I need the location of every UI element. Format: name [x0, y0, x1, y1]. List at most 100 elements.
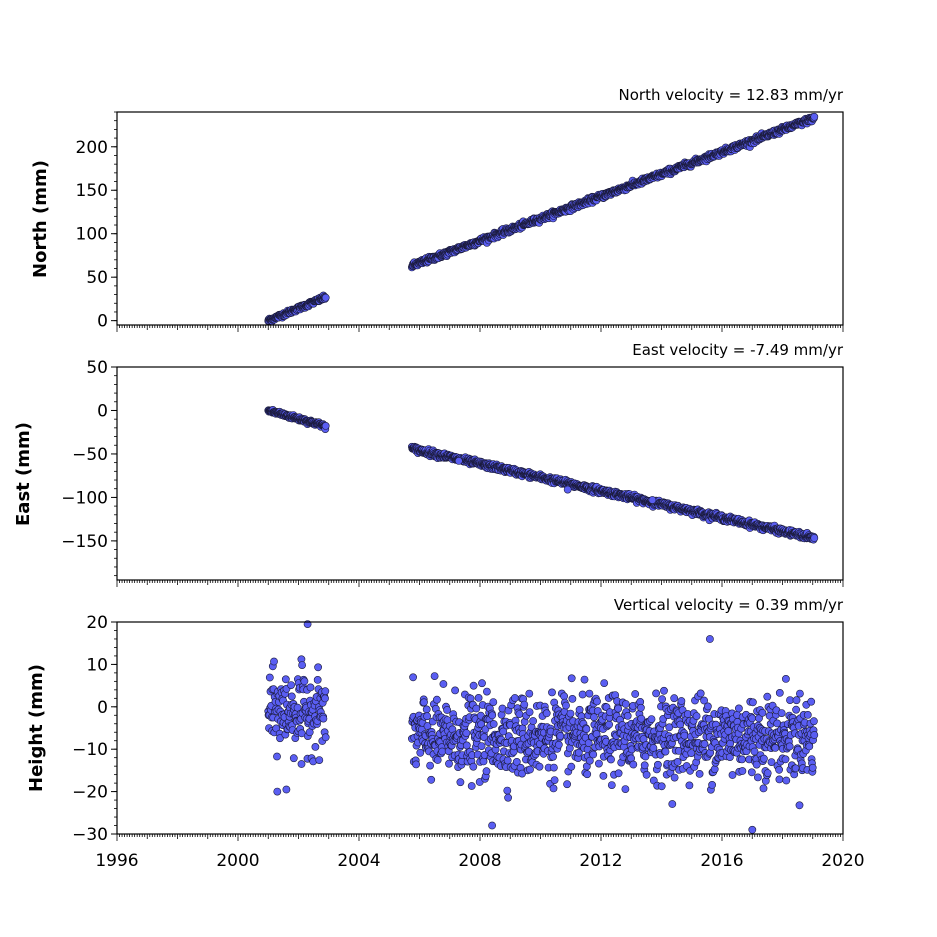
- data-point: [535, 762, 544, 771]
- data-point: [469, 762, 478, 771]
- data-point: [482, 687, 491, 696]
- y-tick-label: −150: [61, 532, 108, 552]
- data-point: [763, 769, 772, 777]
- data-point: [548, 688, 556, 697]
- data-point: [792, 705, 800, 714]
- data-point: [748, 714, 757, 723]
- data-point: [503, 756, 512, 765]
- data-point: [738, 755, 746, 764]
- data-point: [629, 760, 638, 769]
- east-velocity-title: East velocity = -7.49 mm/yr: [632, 341, 844, 359]
- data-point: [525, 689, 534, 698]
- data-point: [503, 786, 512, 795]
- data-point: [549, 752, 557, 761]
- data-point: [477, 720, 486, 729]
- data-point: [599, 772, 608, 780]
- y-tick-label: 0: [97, 312, 108, 332]
- data-point: [807, 697, 816, 706]
- data-point: [728, 771, 737, 779]
- data-point: [474, 694, 483, 702]
- east-ticks: −150 −100 −50 0 50: [61, 358, 844, 587]
- data-point: [549, 784, 558, 793]
- data-point: [300, 677, 309, 686]
- data-point: [525, 708, 534, 716]
- data-point: [489, 720, 498, 728]
- data-point: [660, 686, 668, 695]
- data-point: [696, 689, 705, 698]
- data-point: [585, 756, 594, 765]
- data-point: [432, 695, 441, 704]
- data-point: [574, 748, 583, 757]
- data-point: [477, 742, 486, 750]
- data-point: [763, 692, 772, 701]
- data-point: [489, 698, 498, 706]
- data-point: [775, 775, 784, 784]
- data-point: [760, 754, 768, 763]
- data-point: [748, 825, 757, 834]
- y-tick-label: 10: [86, 655, 108, 675]
- data-point: [321, 687, 330, 696]
- data-point: [710, 765, 719, 774]
- data-point: [589, 750, 598, 759]
- data-point: [641, 752, 650, 761]
- data-point: [810, 731, 819, 739]
- data-point: [454, 456, 463, 465]
- x-tick-label: 2020: [821, 851, 864, 871]
- data-point: [298, 661, 306, 669]
- data-point: [526, 765, 534, 774]
- data-point: [315, 756, 324, 764]
- height-panel: Vertical velocity = 0.39 mm/yr Height (m…: [26, 596, 865, 871]
- height-ticks: −30 −20 −10 0 10 20 1996 2000 2004 2008 2012 2016 20…: [72, 613, 865, 871]
- data-point: [563, 780, 571, 789]
- data-point: [758, 708, 767, 717]
- data-point: [276, 734, 284, 743]
- data-point: [785, 742, 794, 751]
- data-point: [467, 782, 476, 790]
- data-point: [430, 672, 439, 680]
- data-point: [281, 675, 290, 684]
- data-point: [670, 773, 679, 782]
- x-tick-label: 2004: [337, 851, 380, 871]
- data-point: [488, 711, 497, 720]
- y-tick-label: −100: [61, 488, 108, 508]
- data-point: [556, 732, 565, 740]
- data-point: [631, 690, 640, 698]
- north-axis-label: North (mm): [30, 160, 51, 278]
- data-point: [273, 752, 281, 761]
- data-point: [642, 770, 651, 779]
- data-point: [582, 725, 591, 733]
- data-point: [657, 782, 666, 791]
- data-point: [438, 747, 447, 756]
- height-plot-frame: [116, 621, 844, 835]
- data-point: [810, 534, 819, 542]
- y-tick-label: 200: [76, 138, 108, 158]
- y-tick-label: −30: [72, 825, 108, 845]
- data-point: [265, 673, 274, 682]
- data-point: [777, 709, 786, 717]
- data-point: [607, 781, 616, 789]
- data-point: [593, 697, 601, 706]
- data-point: [590, 713, 598, 722]
- east-axis-label: East (mm): [13, 422, 34, 526]
- data-point: [700, 696, 708, 705]
- data-point: [595, 759, 603, 768]
- east-panel: East velocity = -7.49 mm/yr East (mm) −1…: [13, 341, 844, 587]
- data-point: [409, 673, 417, 682]
- data-point: [796, 689, 804, 698]
- x-tick-label: 2012: [579, 851, 622, 871]
- data-point: [791, 764, 800, 773]
- data-point: [321, 293, 330, 302]
- data-point: [321, 733, 330, 742]
- data-point: [665, 723, 674, 732]
- data-point: [282, 785, 291, 794]
- data-point: [566, 709, 575, 718]
- data-point: [580, 675, 589, 684]
- data-point: [293, 703, 302, 712]
- data-point: [600, 679, 609, 687]
- height-axis-label: Height (mm): [26, 664, 47, 792]
- data-point: [621, 785, 630, 793]
- data-point: [775, 689, 784, 697]
- data-point: [319, 714, 328, 723]
- data-point: [752, 760, 761, 769]
- data-point: [810, 112, 819, 121]
